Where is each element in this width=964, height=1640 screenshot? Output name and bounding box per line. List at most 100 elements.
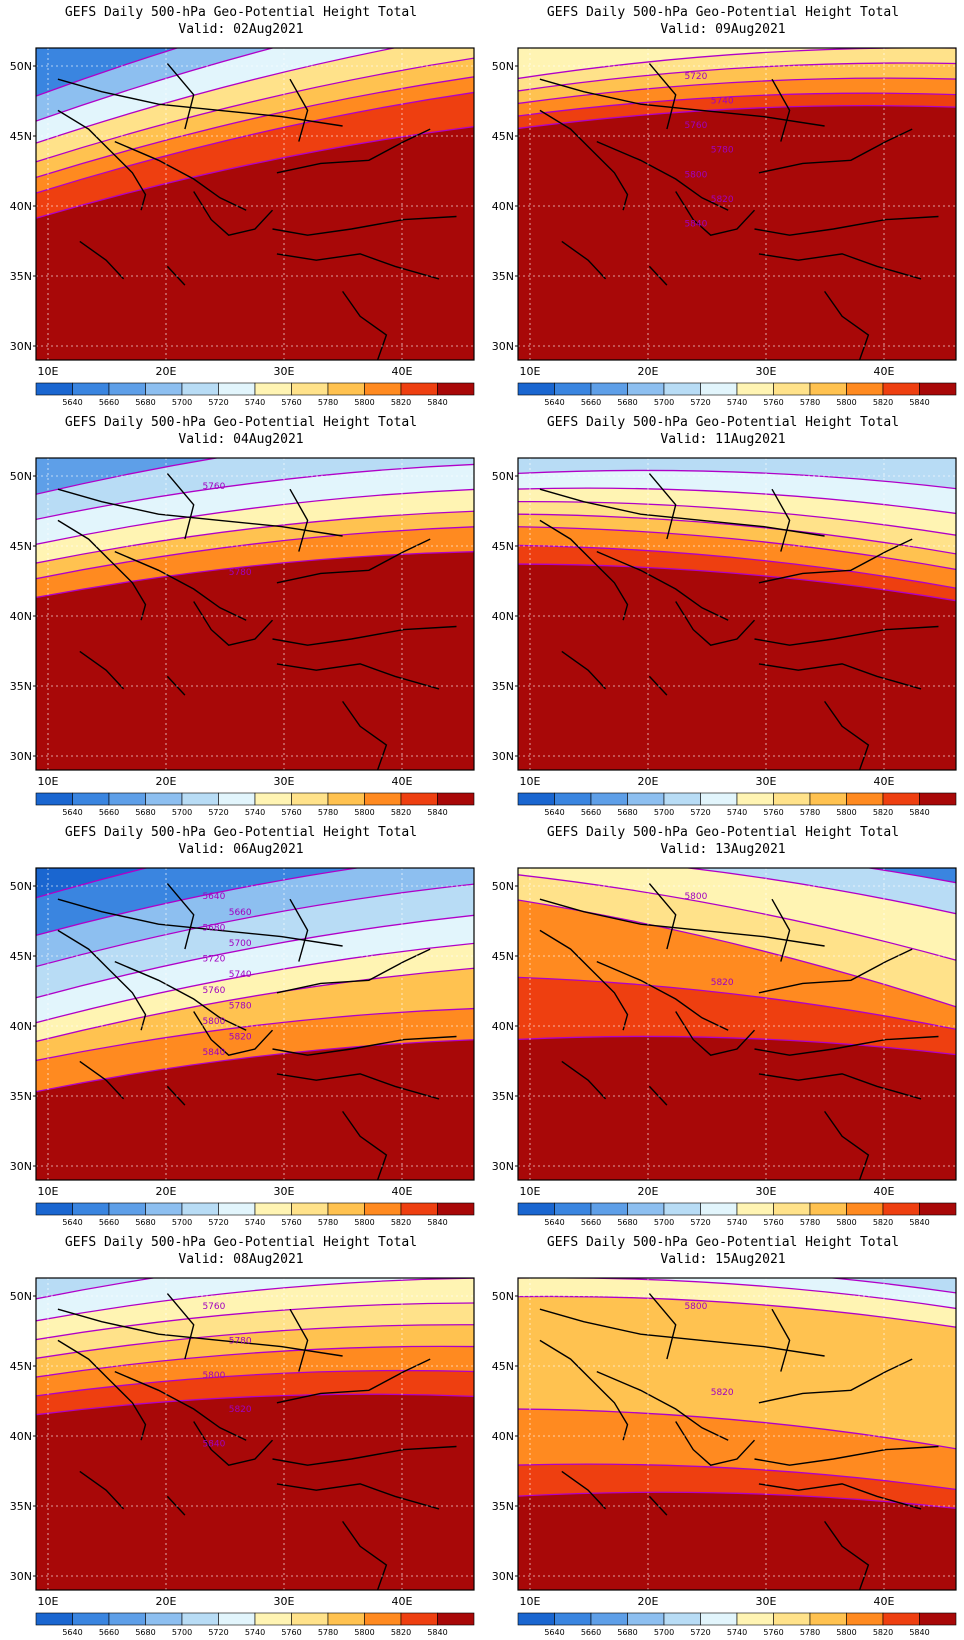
colorbar-level-label: 5720	[208, 398, 228, 407]
colorbar-swatch	[736, 1202, 774, 1216]
contour-label: 5780	[229, 568, 252, 578]
colorbar-swatch	[773, 1202, 811, 1216]
panel-title: GEFS Daily 500-hPa Geo-Potential Height …	[546, 825, 900, 840]
map-frame	[517, 1277, 957, 1591]
latitude-tick-label: 35N	[492, 1090, 514, 1103]
colorbar-level-label: 5840	[909, 1218, 929, 1227]
contour-line	[865, 868, 956, 884]
colorbar-level-label: 5840	[427, 1628, 447, 1637]
colorbar-level-label: 5800	[354, 808, 374, 817]
colorbar-swatch	[919, 792, 957, 806]
colorbar-swatch	[327, 1612, 365, 1626]
coastline	[276, 1073, 440, 1100]
colorbar-level-label: 5700	[172, 808, 192, 817]
coastline	[276, 663, 440, 690]
longitude-tick-label: 10E	[520, 1185, 541, 1198]
coastline	[758, 538, 913, 584]
colorbar-swatch	[327, 382, 365, 396]
colorbar-level-label: 5820	[391, 398, 411, 407]
panel-valid-date: Valid: 06Aug2021	[178, 842, 304, 857]
colorbar-level-label: 5680	[617, 1628, 637, 1637]
colorbar-swatch	[254, 382, 292, 396]
colorbar-level-label: 5800	[354, 1218, 374, 1227]
colorbar-swatch	[700, 792, 738, 806]
latitude-tick-label: 40N	[492, 1430, 514, 1443]
coastline	[114, 550, 247, 621]
coastline	[166, 1293, 195, 1360]
longitude-tick-label: 20E	[156, 1595, 177, 1608]
colorbar-level-label: 5660	[581, 808, 601, 817]
colorbar-level-label: 5680	[135, 1218, 155, 1227]
latitude-tick-label: 40N	[492, 1020, 514, 1033]
longitude-tick-label: 40E	[392, 1595, 413, 1608]
contour-band	[518, 458, 956, 489]
colorbar-level-label: 5760	[281, 1218, 301, 1227]
latitude-tick-label: 35N	[492, 680, 514, 693]
panel-title: GEFS Daily 500-hPa Geo-Potential Height …	[546, 1235, 900, 1250]
colorbar-swatch	[517, 1612, 555, 1626]
coastline	[648, 883, 677, 950]
colorbar-level-label: 5700	[172, 1218, 192, 1227]
contour-line	[36, 76, 474, 179]
colorbar-swatch	[882, 1202, 920, 1216]
coastline	[758, 1358, 913, 1404]
latitude-tick-label: 35N	[10, 1090, 32, 1103]
colorbar-level-label: 5640	[62, 1628, 82, 1637]
contour-label: 5780	[229, 1337, 252, 1347]
colorbar-swatch	[145, 1612, 183, 1626]
contour-line	[36, 1345, 474, 1378]
colorbar-level-label: 5660	[99, 808, 119, 817]
coastline	[342, 1110, 388, 1180]
contour-label: 5820	[711, 1388, 734, 1398]
colorbar-swatch	[108, 382, 146, 396]
contour-label: 5840	[202, 1048, 225, 1058]
contour-label: 5700	[229, 939, 252, 949]
colorbar-swatch	[35, 792, 73, 806]
contour-band	[36, 868, 147, 898]
latitude-tick-label: 40N	[10, 200, 32, 213]
colorbar-swatch	[736, 792, 774, 806]
coastline	[79, 240, 125, 280]
coastline	[114, 1370, 247, 1441]
colorbar-swatch	[554, 1612, 592, 1626]
contour-line	[36, 526, 474, 580]
coastline	[561, 240, 607, 280]
contour-line	[36, 1324, 474, 1359]
longitude-tick-label: 40E	[874, 1595, 895, 1608]
coastline	[824, 290, 870, 360]
coastline	[758, 1073, 922, 1100]
colorbar-swatch	[590, 792, 628, 806]
contour-line	[36, 551, 474, 599]
colorbar-swatch	[919, 1612, 957, 1626]
latitude-tick-label: 35N	[492, 270, 514, 283]
colorbar-swatch	[846, 1612, 884, 1626]
coastline	[342, 700, 388, 770]
colorbar-level-label: 5820	[873, 808, 893, 817]
contour-line	[518, 526, 956, 571]
colorbar-level-label: 5800	[354, 1628, 374, 1637]
contour-band	[833, 1278, 956, 1293]
colorbar-swatch	[72, 1612, 110, 1626]
coastline	[272, 215, 457, 236]
coastline	[754, 215, 939, 236]
colorbar-level-label: 5800	[836, 398, 856, 407]
panel-valid-date: Valid: 02Aug2021	[178, 22, 304, 37]
coastline	[771, 488, 791, 552]
contour-label: 5820	[711, 195, 734, 205]
longitude-tick-label: 20E	[638, 1595, 659, 1608]
contour-line	[36, 510, 474, 564]
colorbar-level-label: 5760	[763, 398, 783, 407]
contour-line	[36, 868, 149, 899]
colorbar-level-label: 5660	[581, 1218, 601, 1227]
latitude-tick-label: 50N	[492, 470, 514, 483]
coastline	[539, 109, 629, 211]
coastline	[648, 1293, 677, 1360]
longitude-tick-label: 40E	[874, 775, 895, 788]
latitude-tick-label: 30N	[492, 1570, 514, 1583]
colorbar-level-label: 5700	[654, 398, 674, 407]
longitude-tick-label: 40E	[874, 1185, 895, 1198]
coastline	[561, 1470, 607, 1510]
coastline	[289, 78, 309, 142]
coastline	[114, 140, 247, 211]
colorbar-swatch	[72, 792, 110, 806]
